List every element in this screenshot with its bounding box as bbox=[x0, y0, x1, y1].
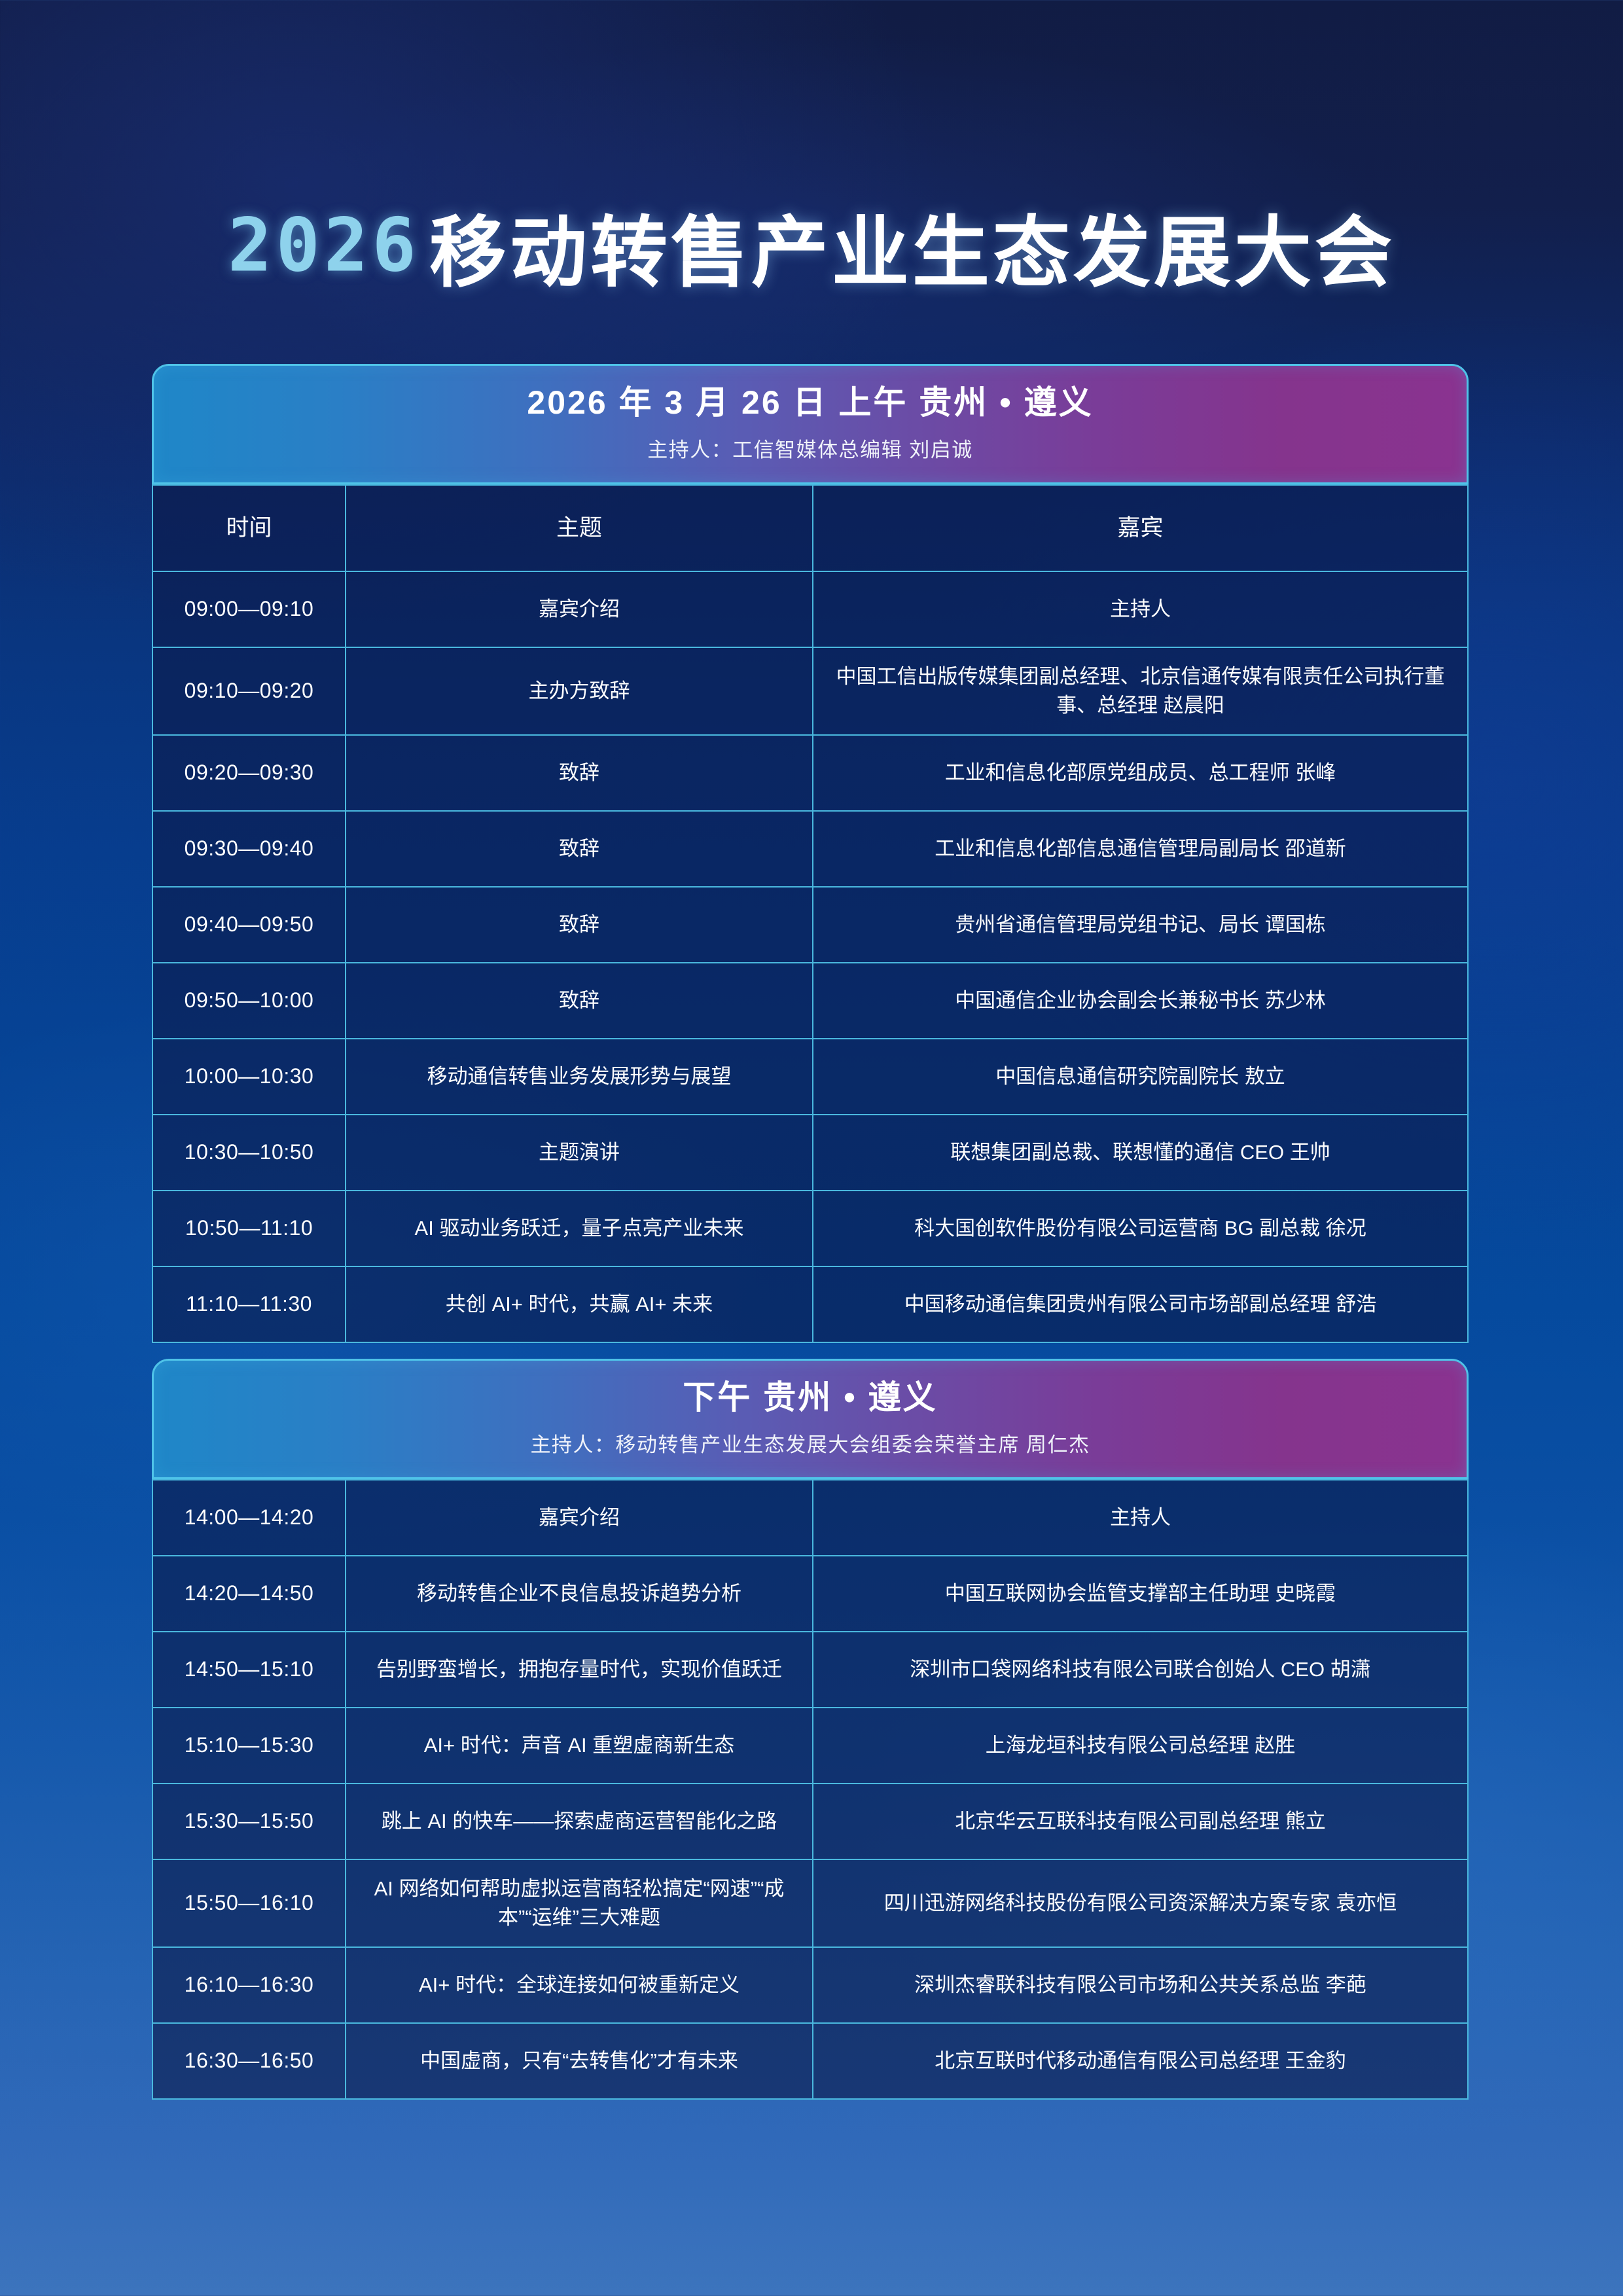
title-main: 移动转售产业生态发展大会 bbox=[429, 210, 1395, 296]
table-header-row: 时间 主题 嘉宾 bbox=[152, 484, 1469, 572]
table-row: 09:10—09:20 主办方致辞 中国工信出版传媒集团副总经理、北京信通传媒有限责… bbox=[152, 646, 1469, 736]
cell-topic: 致辞 bbox=[345, 962, 813, 1040]
session-host: 主持人：工信智媒体总编辑 刘启诚 bbox=[647, 439, 973, 461]
cell-topic: 主办方致辞 bbox=[345, 646, 813, 736]
cell-topic: 致辞 bbox=[345, 734, 813, 812]
table-row: 10:30—10:50 主题演讲 联想集团副总裁、联想懂的通信 CEO 王帅 bbox=[152, 1114, 1469, 1192]
cell-guest: 上海龙垣科技有限公司总经理 赵胜 bbox=[812, 1707, 1469, 1784]
cell-guest: 工业和信息化部信息通信管理局副局长 邵道新 bbox=[812, 810, 1469, 888]
table-body: 14:00—14:20 嘉宾介绍 主持人 14:20—14:50 移动转售企业不良信息投… bbox=[152, 1479, 1469, 2100]
cell-time: 15:30—15:50 bbox=[152, 1783, 346, 1860]
cell-topic: 致辞 bbox=[345, 886, 813, 964]
cell-guest: 工业和信息化部原党组成员、总工程师 张峰 bbox=[812, 734, 1469, 812]
table-row: 10:50—11:10 AI 驱动业务跃迁，量子点亮产业未来 科大国创软件股份有限公… bbox=[152, 1190, 1469, 1268]
table-row: 09:30—09:40 致辞 工业和信息化部信息通信管理局副局长 邵道新 bbox=[152, 810, 1469, 888]
cell-guest: 中国互联网协会监管支撑部主任助理 史晓霞 bbox=[812, 1555, 1469, 1632]
agenda-table-afternoon: 14:00—14:20 嘉宾介绍 主持人 14:20—14:50 移动转售企业不良信息投… bbox=[152, 1479, 1469, 2100]
cell-guest: 联想集团副总裁、联想懂的通信 CEO 王帅 bbox=[812, 1114, 1469, 1192]
table-row: 15:30—15:50 跳上 AI 的快车——探索虚商运营智能化之路 北京华云互联科… bbox=[152, 1783, 1469, 1860]
table-head: 时间 主题 嘉宾 bbox=[152, 484, 1469, 572]
table-body: 09:00—09:10 嘉宾介绍 主持人 09:10—09:20 主办方致辞 中国工信出版… bbox=[152, 571, 1469, 1344]
session-morning: 2026 年 3 月 26 日 上午 贵州 • 遵义 主持人：工信智媒体总编辑 … bbox=[152, 364, 1469, 1344]
table-row: 14:00—14:20 嘉宾介绍 主持人 bbox=[152, 1479, 1469, 1556]
table-row: 09:00—09:10 嘉宾介绍 主持人 bbox=[152, 571, 1469, 648]
table-row: 09:40—09:50 致辞 贵州省通信管理局党组书记、局长 谭国栋 bbox=[152, 886, 1469, 964]
cell-time: 16:10—16:30 bbox=[152, 1946, 346, 2024]
cell-topic: 跳上 AI 的快车——探索虚商运营智能化之路 bbox=[345, 1783, 813, 1860]
cell-time: 15:50—16:10 bbox=[152, 1858, 346, 1948]
column-header-guest: 嘉宾 bbox=[812, 484, 1469, 572]
session-host: 主持人：移动转售产业生态发展大会组委会荣誉主席 周仁杰 bbox=[530, 1433, 1090, 1456]
cell-time: 10:50—11:10 bbox=[152, 1190, 346, 1268]
cell-time: 14:00—14:20 bbox=[152, 1479, 346, 1556]
column-header-topic: 主题 bbox=[345, 484, 813, 572]
cell-time: 09:00—09:10 bbox=[152, 571, 346, 648]
cell-guest: 中国工信出版传媒集团副总经理、北京信通传媒有限责任公司执行董事、总经理 赵晨阳 bbox=[812, 646, 1469, 736]
cell-topic: 嘉宾介绍 bbox=[345, 571, 813, 648]
table-row: 16:30—16:50 中国虚商，只有“去转售化”才有未来 北京互联时代移动通信有限… bbox=[152, 2022, 1469, 2100]
cell-time: 10:30—10:50 bbox=[152, 1114, 346, 1192]
table-row: 11:10—11:30 共创 AI+ 时代，共赢 AI+ 未来 中国移动通信集团贵州… bbox=[152, 1266, 1469, 1344]
session-title: 下午 贵州 • 遵义 bbox=[683, 1379, 938, 1416]
poster-title: 2026 移动转售产业生态发展大会 bbox=[0, 190, 1623, 302]
cell-guest: 贵州省通信管理局党组书记、局长 谭国栋 bbox=[812, 886, 1469, 964]
table-row: 10:00—10:30 移动通信转售业务发展形势与展望 中国信息通信研究院副院长 敖… bbox=[152, 1038, 1469, 1116]
table-row: 15:50—16:10 AI 网络如何帮助虚拟运营商轻松搞定“网速”“成本”“运维… bbox=[152, 1858, 1469, 1948]
cell-guest: 四川迅游网络科技股份有限公司资深解决方案专家 袁亦恒 bbox=[812, 1858, 1469, 1948]
cell-guest: 中国移动通信集团贵州有限公司市场部副总经理 舒浩 bbox=[812, 1266, 1469, 1344]
cell-time: 14:20—14:50 bbox=[152, 1555, 346, 1632]
cell-topic: 移动通信转售业务发展形势与展望 bbox=[345, 1038, 813, 1116]
title-year: 2026 bbox=[228, 203, 420, 289]
table-row: 14:50—15:10 告别野蛮增长，拥抱存量时代，实现价值跃迁 深圳市口袋网络科技… bbox=[152, 1631, 1469, 1708]
cell-topic: 主题演讲 bbox=[345, 1114, 813, 1192]
column-header-time: 时间 bbox=[152, 484, 346, 572]
cell-time: 09:10—09:20 bbox=[152, 646, 346, 736]
cell-topic: 中国虚商，只有“去转售化”才有未来 bbox=[345, 2022, 813, 2100]
cell-topic: 嘉宾介绍 bbox=[345, 1479, 813, 1556]
cell-guest: 中国信息通信研究院副院长 敖立 bbox=[812, 1038, 1469, 1116]
cell-time: 10:00—10:30 bbox=[152, 1038, 346, 1116]
cell-guest: 主持人 bbox=[812, 571, 1469, 648]
table-row: 09:20—09:30 致辞 工业和信息化部原党组成员、总工程师 张峰 bbox=[152, 734, 1469, 812]
cell-time: 09:20—09:30 bbox=[152, 734, 346, 812]
cell-topic: AI 网络如何帮助虚拟运营商轻松搞定“网速”“成本”“运维”三大难题 bbox=[345, 1858, 813, 1948]
session-header-morning: 2026 年 3 月 26 日 上午 贵州 • 遵义 主持人：工信智媒体总编辑 … bbox=[152, 364, 1469, 484]
cell-guest: 中国通信企业协会副会长兼秘书长 苏少林 bbox=[812, 962, 1469, 1040]
cell-guest: 主持人 bbox=[812, 1479, 1469, 1556]
cell-time: 16:30—16:50 bbox=[152, 2022, 346, 2100]
cell-topic: 致辞 bbox=[345, 810, 813, 888]
session-afternoon: 下午 贵州 • 遵义 主持人：移动转售产业生态发展大会组委会荣誉主席 周仁杰 1… bbox=[152, 1359, 1469, 2100]
agenda-table-morning: 时间 主题 嘉宾 09:00—09:10 嘉宾介绍 主持人 09:10—09:20 主办… bbox=[152, 484, 1469, 1344]
cell-topic: AI+ 时代：全球连接如何被重新定义 bbox=[345, 1946, 813, 2024]
cell-time: 14:50—15:10 bbox=[152, 1631, 346, 1708]
cell-topic: 移动转售企业不良信息投诉趋势分析 bbox=[345, 1555, 813, 1632]
session-header-afternoon: 下午 贵州 • 遵义 主持人：移动转售产业生态发展大会组委会荣誉主席 周仁杰 bbox=[152, 1359, 1469, 1479]
cell-time: 09:40—09:50 bbox=[152, 886, 346, 964]
cell-guest: 深圳杰睿联科技有限公司市场和公共关系总监 李葩 bbox=[812, 1946, 1469, 2024]
cell-time: 15:10—15:30 bbox=[152, 1707, 346, 1784]
cell-guest: 北京华云互联科技有限公司副总经理 熊立 bbox=[812, 1783, 1469, 1860]
table-row: 15:10—15:30 AI+ 时代：声音 AI 重塑虚商新生态 上海龙垣科技有限公… bbox=[152, 1707, 1469, 1784]
cell-topic: AI+ 时代：声音 AI 重塑虚商新生态 bbox=[345, 1707, 813, 1784]
table-row: 14:20—14:50 移动转售企业不良信息投诉趋势分析 中国互联网协会监管支撑部主… bbox=[152, 1555, 1469, 1632]
table-row: 16:10—16:30 AI+ 时代：全球连接如何被重新定义 深圳杰睿联科技有限公司… bbox=[152, 1946, 1469, 2024]
table-row: 09:50—10:00 致辞 中国通信企业协会副会长兼秘书长 苏少林 bbox=[152, 962, 1469, 1040]
cell-topic: AI 驱动业务跃迁，量子点亮产业未来 bbox=[345, 1190, 813, 1268]
cell-topic: 告别野蛮增长，拥抱存量时代，实现价值跃迁 bbox=[345, 1631, 813, 1708]
cell-time: 11:10—11:30 bbox=[152, 1266, 346, 1344]
cell-guest: 科大国创软件股份有限公司运营商 BG 副总裁 徐况 bbox=[812, 1190, 1469, 1268]
cell-guest: 北京互联时代移动通信有限公司总经理 王金豹 bbox=[812, 2022, 1469, 2100]
session-title: 2026 年 3 月 26 日 上午 贵州 • 遵义 bbox=[527, 384, 1094, 421]
cell-topic: 共创 AI+ 时代，共赢 AI+ 未来 bbox=[345, 1266, 813, 1344]
cell-guest: 深圳市口袋网络科技有限公司联合创始人 CEO 胡潇 bbox=[812, 1631, 1469, 1708]
cell-time: 09:30—09:40 bbox=[152, 810, 346, 888]
cell-time: 09:50—10:00 bbox=[152, 962, 346, 1040]
